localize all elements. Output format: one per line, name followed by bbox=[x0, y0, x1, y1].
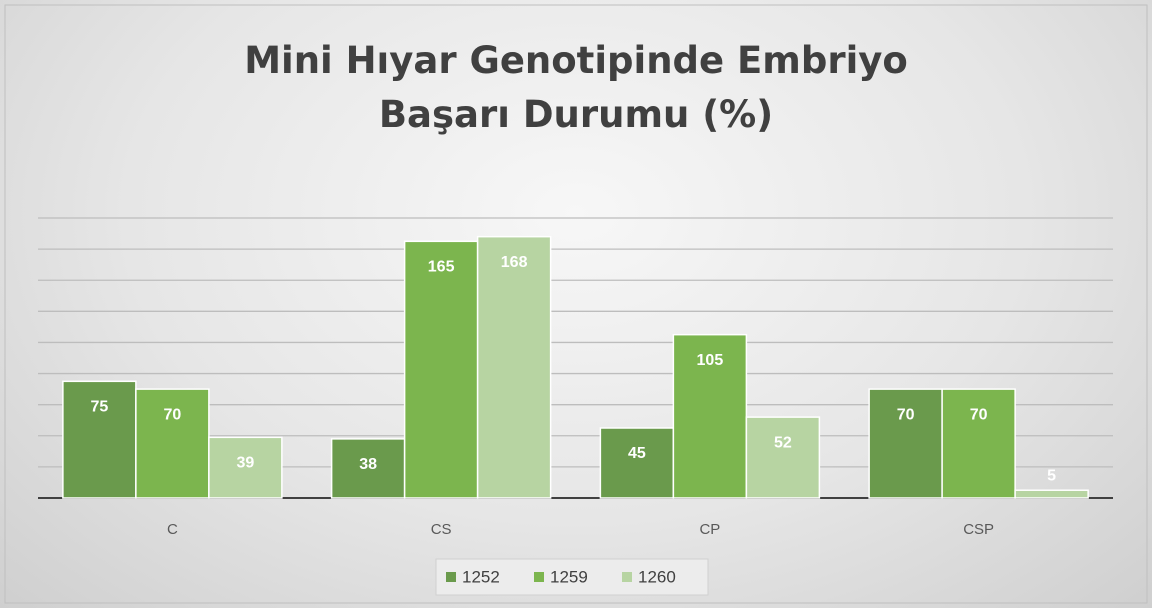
data-label: 5 bbox=[1047, 467, 1056, 484]
data-label: 165 bbox=[428, 259, 455, 276]
bar bbox=[745, 416, 821, 499]
bar bbox=[672, 333, 748, 499]
data-label: 70 bbox=[897, 406, 915, 423]
data-label: 38 bbox=[359, 456, 377, 473]
data-label: 45 bbox=[628, 445, 646, 462]
legend-label: 1252 bbox=[462, 567, 500, 586]
x-tick-label: C bbox=[167, 521, 178, 538]
x-tick-label: CS bbox=[431, 521, 452, 538]
data-label: 70 bbox=[970, 406, 988, 423]
data-label: 39 bbox=[236, 455, 254, 472]
legend-label: 1260 bbox=[638, 567, 676, 586]
bar bbox=[208, 436, 283, 499]
data-label: 70 bbox=[163, 406, 181, 423]
bar bbox=[476, 235, 552, 499]
frame bbox=[4, 4, 1148, 604]
data-label: 105 bbox=[697, 352, 724, 369]
legend-swatch bbox=[534, 572, 544, 582]
chart-title: Mini Hıyar Genotipinde Embriyo Başarı Du… bbox=[244, 39, 908, 136]
x-tick-label: CSP bbox=[963, 521, 994, 538]
bar bbox=[941, 388, 1016, 499]
bar bbox=[403, 240, 479, 499]
bar bbox=[62, 380, 137, 499]
bar bbox=[1014, 489, 1089, 499]
bar bbox=[599, 427, 675, 499]
data-label: 168 bbox=[501, 254, 528, 271]
data-label: 52 bbox=[774, 434, 792, 451]
data-label: 75 bbox=[90, 399, 108, 416]
legend-label: 1259 bbox=[550, 567, 588, 586]
legend-swatch bbox=[446, 572, 456, 582]
legend-swatch bbox=[622, 572, 632, 582]
x-tick-label: CP bbox=[699, 521, 720, 538]
legend-box bbox=[435, 558, 709, 596]
bar bbox=[868, 388, 943, 499]
bar bbox=[135, 388, 210, 499]
